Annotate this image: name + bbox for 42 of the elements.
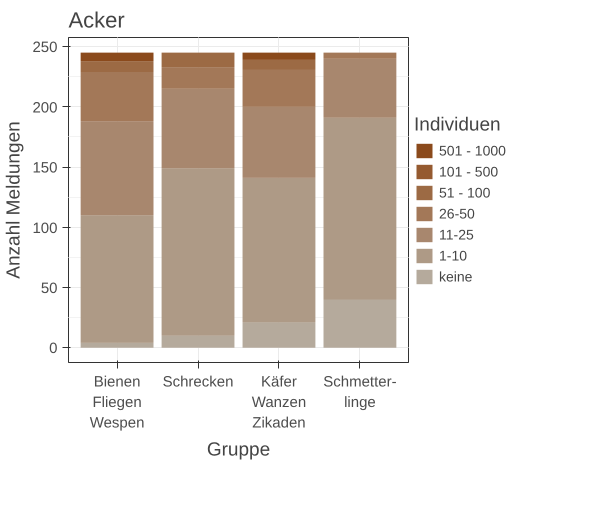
bar: [324, 52, 396, 59]
legend-label: 11-25: [439, 225, 474, 243]
bar: [162, 88, 234, 168]
y-axis-title: Anzahl Meldungen: [3, 121, 24, 279]
y-tick-label: 200: [32, 99, 58, 116]
bar: [162, 336, 234, 348]
legend-label: 26-50: [439, 204, 475, 222]
bar: [162, 52, 234, 68]
bar: [80, 342, 154, 348]
y-tick-label: 250: [32, 39, 58, 56]
bar: [242, 178, 316, 322]
bar: [80, 61, 154, 72]
bar: [242, 70, 316, 107]
legend-label: 501 - 1000: [439, 141, 506, 159]
legend-label: 1-10: [439, 246, 468, 264]
x-tick-label: Käfer Wanzen Zikaden: [252, 374, 306, 432]
y-tick-label: 0: [49, 340, 58, 358]
x-axis-title: Gruppe: [206, 439, 270, 460]
bar: [324, 118, 396, 300]
x-tick-label: Bienen Fliegen Wespen: [90, 374, 144, 432]
y-tick-label: 100: [32, 220, 58, 237]
bar: [242, 106, 316, 178]
bar: [324, 300, 396, 348]
bar: [162, 168, 234, 336]
bar: [162, 67, 234, 89]
bar: [242, 52, 316, 60]
legend-label: keine: [439, 267, 472, 285]
x-tick-label: Schrecken: [162, 374, 234, 390]
legend-label: 51 - 100: [439, 183, 490, 201]
bar: [242, 322, 316, 348]
bar: [80, 52, 154, 62]
bar: [80, 121, 154, 216]
legend-title: Individuen: [414, 114, 502, 136]
bar: [80, 72, 154, 122]
x-tick-label: Schmetter- linge: [323, 374, 397, 411]
bar: [324, 58, 396, 118]
chart-title: Acker: [68, 8, 125, 32]
y-tick-label: 150: [32, 160, 58, 177]
bar: [242, 60, 316, 70]
bar: [80, 215, 154, 343]
legend-label: 101 - 500: [439, 162, 498, 180]
y-tick-label: 50: [40, 280, 58, 297]
